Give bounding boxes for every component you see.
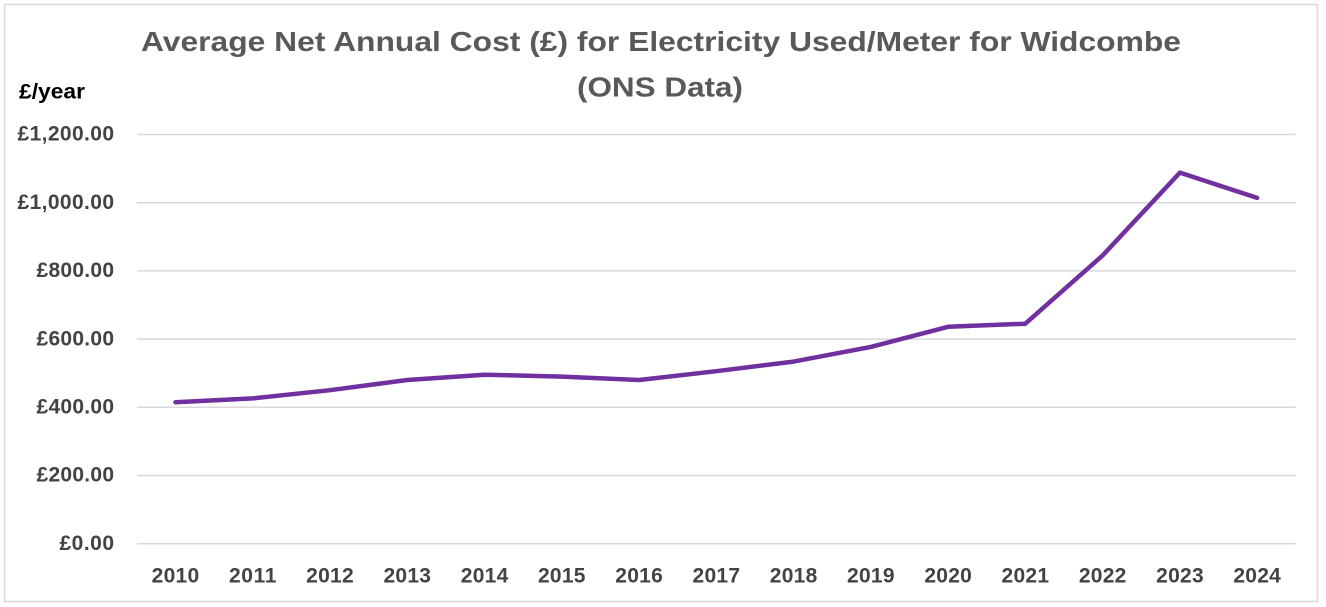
svg-text:2021: 2021	[1002, 564, 1050, 587]
svg-text:£/year: £/year	[19, 80, 85, 104]
svg-text:2014: 2014	[461, 564, 509, 587]
svg-text:£1,200.00: £1,200.00	[18, 123, 115, 146]
svg-text:2010: 2010	[152, 564, 200, 587]
svg-text:£800.00: £800.00	[37, 259, 115, 282]
svg-text:2023: 2023	[1156, 564, 1204, 587]
svg-text:2019: 2019	[847, 564, 895, 587]
svg-text:£200.00: £200.00	[37, 464, 115, 487]
svg-text:2020: 2020	[924, 564, 972, 587]
svg-text:2017: 2017	[693, 564, 741, 587]
svg-text:Average Net Annual Cost (£) fo: Average Net Annual Cost (£) for Electric…	[141, 26, 1181, 57]
svg-text:2016: 2016	[615, 564, 663, 587]
svg-text:2011: 2011	[229, 564, 277, 587]
svg-text:£1,000.00: £1,000.00	[18, 191, 115, 214]
svg-text:£0.00: £0.00	[60, 532, 115, 555]
svg-text:2013: 2013	[383, 564, 431, 587]
svg-text:2024: 2024	[1233, 564, 1281, 587]
svg-text:2012: 2012	[306, 564, 354, 587]
svg-text:£400.00: £400.00	[37, 396, 115, 419]
svg-text:2018: 2018	[770, 564, 818, 587]
svg-text:2022: 2022	[1079, 564, 1127, 587]
svg-text:2015: 2015	[538, 564, 586, 587]
svg-text:(ONS Data): (ONS Data)	[577, 71, 743, 102]
svg-text:£600.00: £600.00	[37, 327, 115, 350]
